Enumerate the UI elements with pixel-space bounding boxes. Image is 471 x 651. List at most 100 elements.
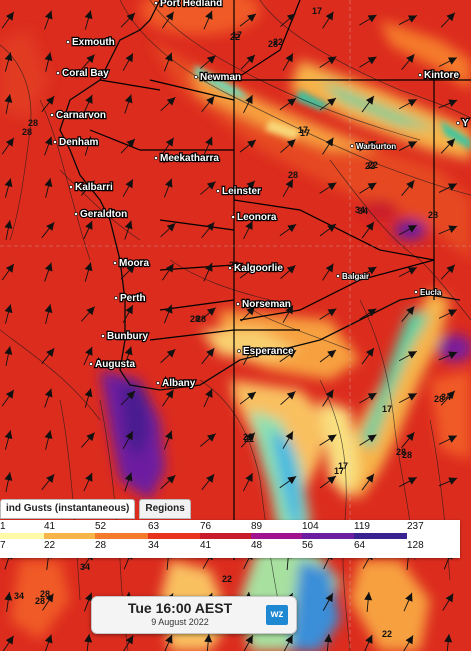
- wind-arrow: [280, 391, 296, 405]
- place-label-warburton: Warburton: [356, 142, 396, 151]
- wind-arrow: [122, 635, 134, 651]
- contour-label: 22: [229, 260, 239, 270]
- wind-arrow: [84, 10, 93, 30]
- wind-arrow: [438, 477, 458, 487]
- place-label-moora: Moora: [119, 258, 149, 269]
- wind-arrow: [4, 94, 13, 114]
- place-label-coral-bay: Coral Bay: [62, 68, 109, 79]
- wind-arrow: [83, 94, 93, 114]
- legend-kmh-row: 1 41 52 63 76 89 104 119 237: [0, 520, 460, 533]
- wind-arrow: [4, 304, 13, 324]
- wind-arrow: [203, 388, 213, 408]
- wind-arrow: [1, 137, 15, 155]
- wind-arrow: [440, 12, 456, 28]
- legend-knots-label: 22: [44, 540, 56, 551]
- wind-arrow: [163, 52, 173, 72]
- legend-kmh-label: 76: [200, 521, 212, 532]
- wind-arrow: [403, 592, 413, 612]
- wind-arrow: [200, 181, 216, 195]
- contour-label: 28: [396, 447, 406, 457]
- wind-arrow: [438, 57, 458, 67]
- legend-kmh-label: 41: [44, 521, 56, 532]
- wind-arrow: [203, 136, 213, 156]
- place-labels: Port Hedland Exmouth Coral Bay Newman Kintor…: [50, 0, 470, 390]
- wind-arrow: [319, 56, 337, 68]
- legend-knots-label: 7: [0, 540, 6, 551]
- tab-regions[interactable]: Regions: [139, 499, 191, 519]
- legend-swatch: [44, 533, 95, 539]
- contour-label: 28: [40, 589, 50, 599]
- place-marker: [236, 302, 240, 306]
- wind-arrow: [1, 389, 15, 407]
- place-marker: [113, 261, 117, 265]
- timestamp-box[interactable]: Tue 16:00 AEST 9 August 2022 wz: [91, 596, 297, 634]
- legend-swatch: [200, 533, 251, 539]
- wind-arrow: [84, 136, 93, 156]
- contour-label: 34: [355, 205, 365, 215]
- wind-arrow: [361, 221, 375, 239]
- wind-arrow: [44, 52, 53, 72]
- wind-arrow: [438, 225, 458, 235]
- wind-arrow: [44, 634, 53, 651]
- legend-kmh-label: 63: [148, 521, 160, 532]
- wind-arrow: [322, 389, 334, 407]
- wind-arrow: [84, 262, 93, 282]
- timestamp-time: Tue 16:00 AEST: [127, 600, 233, 616]
- wind-arrow: [398, 350, 418, 362]
- contour-label: 34: [358, 206, 368, 216]
- contour-label: 28: [28, 118, 38, 128]
- wind-arrow: [81, 54, 95, 70]
- legend-knots-label: 56: [302, 540, 314, 551]
- place-marker: [456, 121, 460, 125]
- wind-arrow: [4, 52, 13, 72]
- wind-arrow: [4, 220, 13, 240]
- wind-arrow: [162, 263, 174, 281]
- place-label-albany: Albany: [162, 378, 196, 389]
- legend-kmh-label: 52: [95, 521, 107, 532]
- wind-arrow: [239, 265, 257, 279]
- wind-arrow: [2, 635, 14, 651]
- contour-label: 28: [196, 314, 206, 324]
- wind-arrow: [240, 180, 256, 196]
- contour-label: 28: [288, 170, 298, 180]
- contour-label: 28: [434, 394, 444, 404]
- wind-arrow: [359, 392, 377, 404]
- wind-arrow: [319, 223, 337, 237]
- wind-arrow: [201, 95, 215, 113]
- contour-label: 28: [190, 314, 200, 324]
- legend-swatch: [148, 533, 200, 539]
- legend-swatch: [95, 533, 148, 539]
- wind-arrow: [84, 592, 93, 612]
- wind-arrow: [319, 434, 337, 446]
- legend-knots-label: 34: [148, 540, 160, 551]
- contour-label: 28: [402, 450, 412, 460]
- place-label-perth: Perth: [120, 293, 146, 304]
- tab-wind-gusts[interactable]: ind Gusts (instantaneous): [0, 499, 136, 519]
- wind-arrow: [163, 634, 173, 651]
- wind-arrow: [83, 346, 93, 366]
- contour-label: 22: [368, 160, 378, 170]
- wind-arrow: [240, 432, 256, 448]
- wind-arrow: [122, 179, 134, 197]
- wind-arrow: [161, 137, 175, 155]
- legend-swatch: [354, 533, 407, 539]
- wind-arrow: [398, 476, 418, 488]
- wind-arrow: [41, 221, 55, 239]
- wind-arrow: [203, 262, 213, 282]
- wind-arrow: [364, 592, 373, 612]
- contour-label: 17: [382, 404, 392, 414]
- wind-arrow: [1, 263, 15, 281]
- wind-arrow: [240, 306, 256, 322]
- wind-arrow: [438, 309, 458, 319]
- wz-logo[interactable]: wz: [266, 605, 288, 625]
- wind-arrow: [398, 392, 418, 404]
- wind-arrow: [124, 220, 133, 240]
- contour-label: 28: [428, 210, 438, 220]
- place-label-esperance: Esperance: [243, 346, 294, 357]
- wind-arrow: [124, 94, 133, 114]
- wind-arrow: [282, 431, 294, 449]
- wind-arrow: [124, 472, 133, 492]
- wind-arrow: [319, 97, 337, 111]
- contour-label: 17: [334, 466, 344, 476]
